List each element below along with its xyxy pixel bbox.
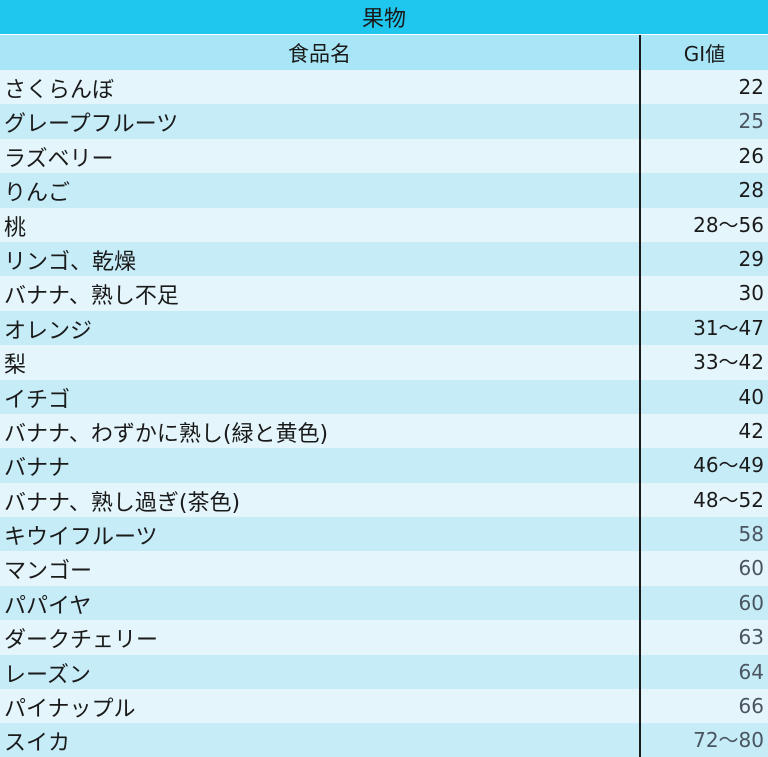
food-name-cell: 桃 (0, 207, 641, 242)
header-row: 食品名 GI値 (0, 35, 768, 70)
food-name-cell: さくらんぼ (0, 70, 641, 105)
gi-value-cell: 33〜42 (693, 350, 764, 375)
table-row: スイカ 72〜80 (0, 723, 768, 757)
gi-value-cell: 64 (738, 659, 764, 684)
gi-value-cell: 40 (738, 384, 764, 409)
food-name-cell: バナナ、熟し不足 (0, 276, 641, 311)
gi-value-cell: 48〜52 (693, 487, 764, 512)
food-name-cell: りんご (0, 173, 641, 208)
table-row: オレンジ 31〜47 (0, 310, 768, 346)
gi-value-cell: 60 (738, 556, 764, 581)
header-food-name: 食品名 (0, 35, 641, 70)
food-name-cell: 梨 (0, 345, 641, 380)
table-row: 桃 28〜56 (0, 207, 768, 242)
table-row: ラズベリー 26 (0, 138, 768, 174)
gi-value-cell: 31〜47 (693, 315, 764, 340)
gi-value-cell: 46〜49 (693, 453, 764, 478)
gi-value-cell: 29 (738, 246, 764, 271)
table-row: バナナ、熟し不足 30 (0, 276, 768, 311)
gi-value-cell: 28〜56 (693, 212, 764, 237)
table-row: りんご 28 (0, 173, 768, 208)
food-name-cell: スイカ (0, 723, 641, 757)
gi-value-cell: 72〜80 (693, 728, 764, 753)
food-name-cell: キウイフルーツ (0, 517, 641, 552)
table-row: イチゴ 40 (0, 379, 768, 414)
table-row: パイナップル 66 (0, 689, 768, 724)
food-name-cell: パイナップル (0, 689, 641, 724)
table-title: 果物 (0, 0, 768, 35)
table-row: バナナ、わずかに熟し(緑と黄色) 42 (0, 413, 768, 449)
table-row: レーズン 64 (0, 654, 768, 690)
header-gi-value: GI値 (683, 42, 726, 66)
food-name-cell: バナナ (0, 448, 641, 483)
gi-value-cell: 28 (738, 178, 764, 203)
food-name-cell: パパイヤ (0, 585, 641, 621)
table-row: バナナ 46〜49 (0, 448, 768, 483)
table-row: グレープフルーツ 25 (0, 104, 768, 139)
food-name-cell: オレンジ (0, 310, 641, 346)
gi-value-cell: 22 (738, 75, 764, 99)
food-name-cell: バナナ、わずかに熟し(緑と黄色) (0, 413, 641, 449)
table-row: マンゴー 60 (0, 551, 768, 586)
table-row: キウイフルーツ 58 (0, 517, 768, 552)
table-row: バナナ、熟し過ぎ(茶色) 48〜52 (0, 482, 768, 518)
table-row: ダークチェリー 63 (0, 620, 768, 655)
gi-value-cell: 66 (738, 694, 764, 719)
food-name-cell: グレープフルーツ (0, 104, 641, 139)
food-name-cell: ダークチェリー (0, 620, 641, 655)
table-row: 梨 33〜42 (0, 345, 768, 380)
table-row: パパイヤ 60 (0, 585, 768, 621)
food-name-cell: イチゴ (0, 379, 641, 414)
food-name-cell: リンゴ、乾燥 (0, 241, 641, 277)
table-row: さくらんぼ 22 (0, 70, 768, 105)
gi-value-cell: 42 (738, 418, 764, 443)
table-row: リンゴ、乾燥 29 (0, 241, 768, 277)
gi-value-cell: 63 (738, 625, 764, 650)
gi-value-cell: 30 (738, 281, 764, 306)
food-name-cell: バナナ、熟し過ぎ(茶色) (0, 482, 641, 518)
gi-value-cell: 60 (738, 590, 764, 615)
food-name-cell: レーズン (0, 654, 641, 690)
gi-value-cell: 58 (738, 522, 764, 547)
gi-value-cell: 26 (738, 143, 764, 168)
gi-value-cell: 25 (738, 109, 764, 134)
food-name-cell: ラズベリー (0, 138, 641, 174)
food-name-cell: マンゴー (0, 551, 641, 586)
